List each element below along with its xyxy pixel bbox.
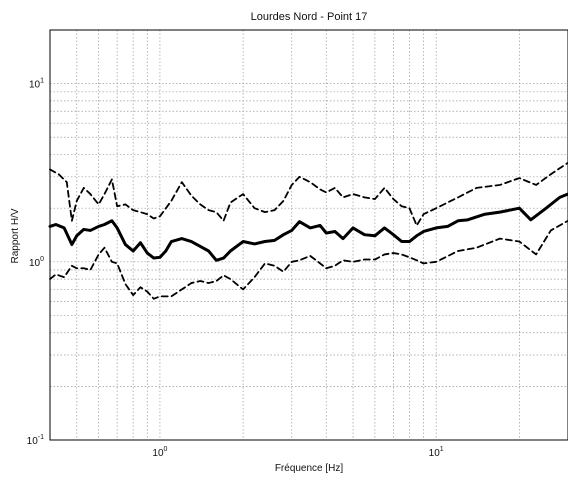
y-axis-label: Rapport H/V xyxy=(10,208,21,263)
tick-labels: 100 101 101 100 10-1 xyxy=(27,78,444,459)
x-tick-label: 101 xyxy=(429,446,444,459)
y-tick-label: 10-1 xyxy=(27,434,44,447)
grid xyxy=(49,29,568,441)
y-tick-label: 100 xyxy=(29,256,44,269)
y-tick-label: 101 xyxy=(29,78,44,91)
series-line-mean xyxy=(48,192,568,262)
series-line-dashed xyxy=(49,219,568,300)
series-layer xyxy=(48,161,568,300)
plot-frame xyxy=(49,29,568,441)
x-axis-label: Fréquence [Hz] xyxy=(275,463,344,474)
chart-title: Lourdes Nord - Point 17 xyxy=(251,11,368,23)
series-line-dashed xyxy=(49,161,568,227)
x-tick-label: 100 xyxy=(152,446,167,459)
